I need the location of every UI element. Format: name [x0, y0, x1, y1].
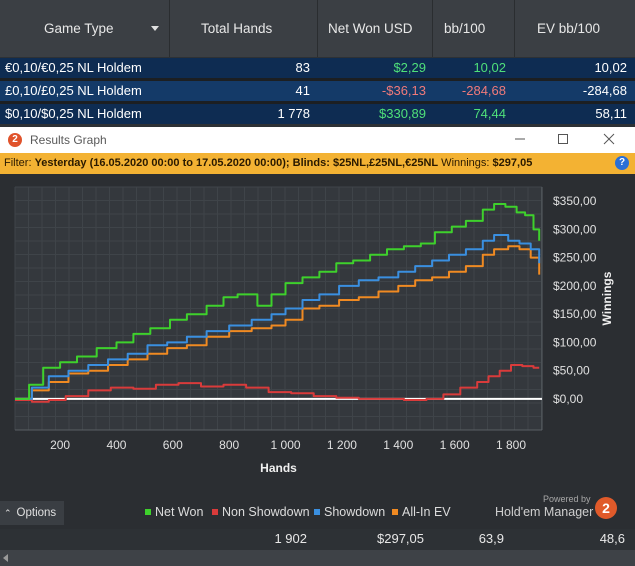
minimize-icon	[515, 138, 525, 140]
y-tick-label: $200,00	[553, 279, 597, 293]
filter-prefix: Filter:	[4, 157, 35, 169]
cell-net-won: $2,29	[393, 60, 426, 75]
cell-game-type: €0,10/€0,25 NL Holdem	[5, 60, 142, 75]
results-chart: 200 400 600 800 1 000 1 200 1 400 1 600 1 800 $0,…	[0, 174, 635, 504]
legend-non-showdown[interactable]: Non Showdown	[212, 505, 310, 519]
x-tick-label: 800	[219, 438, 239, 452]
cell-ev-bb100: -284,68	[582, 83, 627, 98]
legend-net-won[interactable]: Net Won	[145, 505, 203, 519]
y-axis-label: Winnings	[600, 271, 614, 325]
series-line-net-won	[15, 203, 541, 400]
hem2-logo-icon: 2	[595, 497, 617, 519]
x-tick-label: 1 600	[440, 438, 470, 452]
x-tick-label: 400	[106, 438, 126, 452]
header-game-type[interactable]: Game Type	[0, 0, 170, 57]
header-net-won-label: Net Won USD	[328, 21, 413, 36]
results-chart-svg: 200 400 600 800 1 000 1 200 1 400 1 600 1 800 $0,…	[14, 186, 614, 475]
totals-row: 1 902 $297,05 63,9 48,6	[0, 529, 635, 550]
close-icon	[603, 133, 615, 145]
header-ev-bb100[interactable]: EV bb/100	[515, 0, 635, 57]
cell-net-won: -$36,13	[381, 83, 426, 98]
x-tick-label: 1 000	[271, 438, 301, 452]
chart-legend: Net Won Non Showdown Showdown All-In EV	[0, 500, 635, 526]
header-bb100[interactable]: bb/100	[433, 0, 515, 57]
hem-logo-icon: 2	[8, 133, 22, 147]
filter-bar[interactable]: Filter: Yesterday (16.05.2020 00:00 to 1…	[0, 153, 635, 174]
options-label: Options	[16, 507, 57, 519]
scroll-left-icon[interactable]	[3, 554, 8, 562]
help-icon[interactable]: ?	[615, 156, 629, 170]
table-row[interactable]: €0,10/€0,25 NL Holdem 83 $2,29 10,02 10,…	[0, 58, 635, 78]
header-total-hands[interactable]: Total Hands	[170, 0, 318, 57]
row-divider	[0, 101, 635, 104]
filter-text: Yesterday (16.05.2020 00:00 to 17.05.202…	[34, 157, 439, 169]
table-row[interactable]: $0,10/$0,25 NL Holdem 1 778 $330,89 74,4…	[0, 104, 635, 124]
legend-showdown[interactable]: Showdown	[314, 505, 385, 519]
results-graph-window: 2 Results Graph Filter: Yesterday (16.05…	[0, 127, 635, 530]
options-button[interactable]: ⌃ Options	[0, 501, 64, 525]
y-tick-label: $250,00	[553, 251, 597, 265]
legend-swatch	[212, 509, 218, 515]
legend-label: All-In EV	[402, 505, 451, 519]
cell-game-type: $0,10/$0,25 NL Holdem	[5, 106, 142, 121]
table-header: Game Type Total Hands Net Won USD bb/100…	[0, 0, 635, 57]
total-net-won: $297,05	[377, 531, 424, 546]
y-tick-label: $100,00	[553, 335, 597, 349]
y-tick-label: $350,00	[553, 194, 597, 208]
minimize-button[interactable]	[505, 130, 535, 150]
total-hands: 1 902	[274, 531, 307, 546]
x-axis-label: Hands	[260, 461, 297, 475]
cell-ev-bb100: 58,11	[595, 106, 627, 121]
y-tick-label: $150,00	[553, 307, 597, 321]
y-tick-label: $0,00	[553, 392, 583, 406]
legend-swatch	[145, 509, 151, 515]
maximize-icon	[558, 134, 568, 144]
cell-ev-bb100: 10,02	[594, 60, 627, 75]
legend-swatch	[392, 509, 398, 515]
maximize-button[interactable]	[548, 130, 578, 150]
row-divider	[0, 78, 635, 81]
header-bb100-label: bb/100	[444, 21, 486, 36]
cell-bb100: 74,44	[473, 106, 506, 121]
cell-total-hands: 41	[295, 83, 310, 98]
y-tick-label: $50,00	[553, 364, 590, 378]
horizontal-scrollbar[interactable]	[0, 550, 635, 566]
cell-net-won: $330,89	[379, 106, 426, 121]
x-tick-label: 1 400	[383, 438, 413, 452]
chevron-up-icon: ⌃	[4, 508, 12, 518]
legend-allin-ev[interactable]: All-In EV	[392, 505, 451, 519]
table-row[interactable]: £0,10/£0,25 NL Holdem 41 -$36,13 -284,68…	[0, 81, 635, 101]
title-bar[interactable]: 2 Results Graph	[0, 127, 635, 153]
header-game-type-label: Game Type	[44, 21, 114, 36]
x-tick-label: 1 200	[327, 438, 357, 452]
cell-total-hands: 1 778	[277, 106, 310, 121]
series-line-non-showdown	[15, 364, 540, 403]
cell-total-hands: 83	[295, 60, 310, 75]
brand-name: Hold'em Manager	[495, 505, 594, 519]
header-net-won[interactable]: Net Won USD	[318, 0, 433, 57]
cell-bb100: 10,02	[473, 60, 506, 75]
legend-label: Showdown	[324, 505, 386, 519]
x-tick-label: 1 800	[496, 438, 526, 452]
legend-label: Non Showdown	[222, 505, 310, 519]
powered-by-label: Powered by	[543, 494, 591, 504]
chevron-down-icon[interactable]	[151, 26, 159, 31]
y-tick-label: $300,00	[553, 222, 597, 236]
total-ev-bb100: 48,6	[599, 531, 625, 546]
x-tick-label: 600	[163, 438, 183, 452]
winnings-value: $297,05	[492, 157, 533, 169]
close-button[interactable]	[594, 130, 624, 150]
legend-swatch	[314, 509, 320, 515]
total-bb100: 63,9	[478, 531, 504, 546]
header-total-hands-label: Total Hands	[201, 21, 273, 36]
series-line-showdown	[15, 234, 541, 400]
x-tick-label: 200	[50, 438, 70, 452]
cell-game-type: £0,10/£0,25 NL Holdem	[5, 83, 142, 98]
legend-label: Net Won	[155, 505, 204, 519]
header-ev-bb100-label: EV bb/100	[537, 21, 601, 36]
winnings-label: Winnings:	[438, 157, 493, 169]
cell-bb100: -284,68	[461, 83, 506, 98]
window-title: Results Graph	[30, 133, 107, 147]
